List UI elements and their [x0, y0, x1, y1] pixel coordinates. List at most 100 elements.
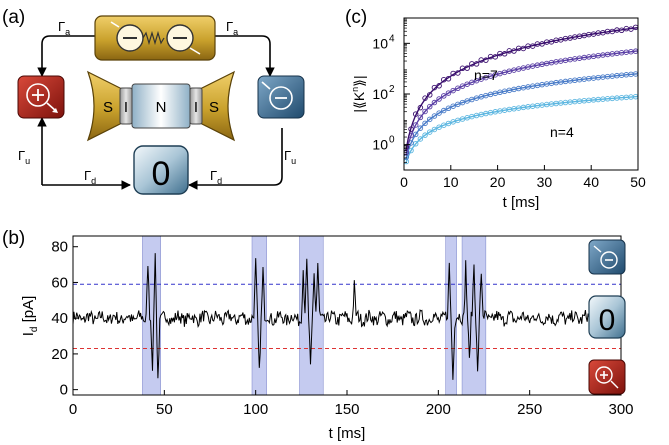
series-point-n6 — [441, 93, 447, 99]
x-tick-label-b: 150 — [334, 401, 359, 418]
series-point-n6 — [412, 122, 419, 128]
plot-frame-c — [403, 17, 639, 171]
x-tick-label-c: 0 — [400, 174, 408, 190]
x-tick-label-c: 30 — [537, 174, 553, 190]
series-point-n7 — [417, 104, 424, 111]
x-tick-label-b: 50 — [156, 401, 173, 418]
series-point-n6 — [483, 74, 489, 81]
plus-charge-icon — [588, 359, 626, 395]
series-point-n7 — [618, 27, 625, 33]
x-tick-label-b: 250 — [517, 401, 542, 418]
y-axis-label-c: |⟪Kn⟫| — [350, 75, 367, 112]
series-point-n6 — [469, 79, 475, 86]
plus-charge-icon — [17, 75, 65, 119]
minus-charge-icon — [257, 75, 305, 119]
panel-a: (a) Γa Γa Γu Γu Γd Γd — [2, 7, 305, 195]
junction-letter: I — [194, 99, 198, 116]
highlight-window — [299, 235, 324, 396]
series-point-n6 — [426, 103, 433, 110]
y-tick-label-b: 0 — [60, 382, 68, 399]
panel-label-c: (c) — [345, 7, 367, 28]
y-tick-label-b: 80 — [51, 239, 68, 256]
y-tick-label-b: 20 — [51, 346, 68, 363]
series-point-n4 — [450, 119, 456, 125]
junction-letter: S — [209, 99, 219, 116]
y-axis-b: 0 20 40 60 80 — [51, 239, 78, 399]
series-line-n7 — [405, 27, 638, 152]
highlight-window — [461, 235, 487, 396]
sinis-junction: S I N I S — [86, 70, 236, 142]
series-point-n6 — [478, 76, 484, 82]
series-point-n6 — [459, 83, 466, 89]
series-point-n7 — [483, 57, 489, 63]
series-point-n7 — [426, 92, 433, 98]
rate-label-u-right: Γu — [284, 148, 296, 166]
series-point-n7 — [464, 65, 470, 71]
series-point-n5 — [441, 107, 447, 114]
y-tick-exponent-c: 4 — [389, 33, 395, 44]
rate-label-d-right: Γd — [210, 168, 222, 186]
x-tick-label-c: 50 — [630, 174, 646, 190]
series-point-n7 — [445, 76, 452, 82]
series-point-n7 — [473, 61, 480, 67]
x-tick-label-b: 0 — [69, 401, 77, 418]
x-axis-label-b: t [ms] — [329, 425, 366, 442]
series-line-n5 — [405, 73, 638, 160]
series-point-n5 — [436, 110, 442, 116]
x-axis-b: 0 50 100 150 200 250 300 — [69, 390, 634, 418]
arrow-a-left — [37, 35, 95, 77]
series-point-n6 — [455, 85, 461, 92]
zero-state-label: 0 — [152, 155, 171, 193]
panel-label-a: (a) — [2, 7, 25, 28]
y-tick-label-b: 60 — [51, 274, 68, 291]
series-point-n7 — [412, 111, 419, 117]
arrow-a-right — [215, 35, 275, 77]
rate-label-u-left: Γu — [18, 148, 30, 166]
transition-arrows — [37, 35, 283, 190]
series-point-n7 — [431, 84, 438, 91]
series-point-n7 — [436, 83, 442, 89]
cumulant-series — [404, 24, 638, 165]
series-point-n6 — [422, 108, 428, 115]
x-tick-label-b: 100 — [243, 401, 268, 418]
series-point-n5 — [450, 103, 456, 109]
series-point-n6 — [464, 81, 470, 87]
y-tick-label-c: 10 — [372, 35, 388, 51]
zero-state-icon: 0 — [588, 295, 626, 339]
series-point-n6 — [431, 99, 438, 106]
series-point-n4 — [417, 136, 424, 142]
series-point-n7 — [408, 126, 414, 132]
series-point-n7 — [501, 51, 508, 57]
series-point-n7 — [511, 48, 517, 54]
series-point-n5 — [459, 99, 466, 106]
series-line-n6 — [405, 50, 638, 156]
series-point-n5 — [455, 101, 461, 108]
series-point-n7 — [548, 39, 555, 45]
y-tick-exponent-c: 2 — [389, 84, 395, 95]
zero-state-label-b: 0 — [599, 304, 616, 337]
series-point-n7 — [520, 45, 527, 52]
series-point-n7 — [539, 41, 545, 47]
series-point-n7 — [422, 95, 428, 101]
series-point-n4 — [445, 120, 452, 127]
x-tick-label-c: 20 — [490, 174, 506, 190]
x-tick-label-c: 10 — [443, 174, 459, 190]
series-point-n5 — [445, 105, 452, 112]
electron-pair-icon — [94, 15, 216, 61]
series-point-n4 — [441, 122, 447, 128]
y-tick-exponent-c: 0 — [389, 135, 395, 146]
zero-state-icon: 0 — [133, 145, 189, 195]
rate-label-d-left: Γd — [84, 168, 96, 186]
rate-label-a-right: Γa — [226, 19, 238, 37]
series-point-n7 — [529, 43, 536, 49]
series-point-n4 — [422, 132, 428, 138]
series-point-n4 — [431, 126, 438, 133]
series-point-n5 — [464, 98, 470, 104]
right-lead — [193, 70, 236, 142]
junction-letter: I — [124, 99, 128, 116]
series-label-n7: n=7 — [474, 67, 498, 83]
series-point-n7 — [455, 70, 461, 76]
panel-label-b: (b) — [2, 228, 25, 249]
